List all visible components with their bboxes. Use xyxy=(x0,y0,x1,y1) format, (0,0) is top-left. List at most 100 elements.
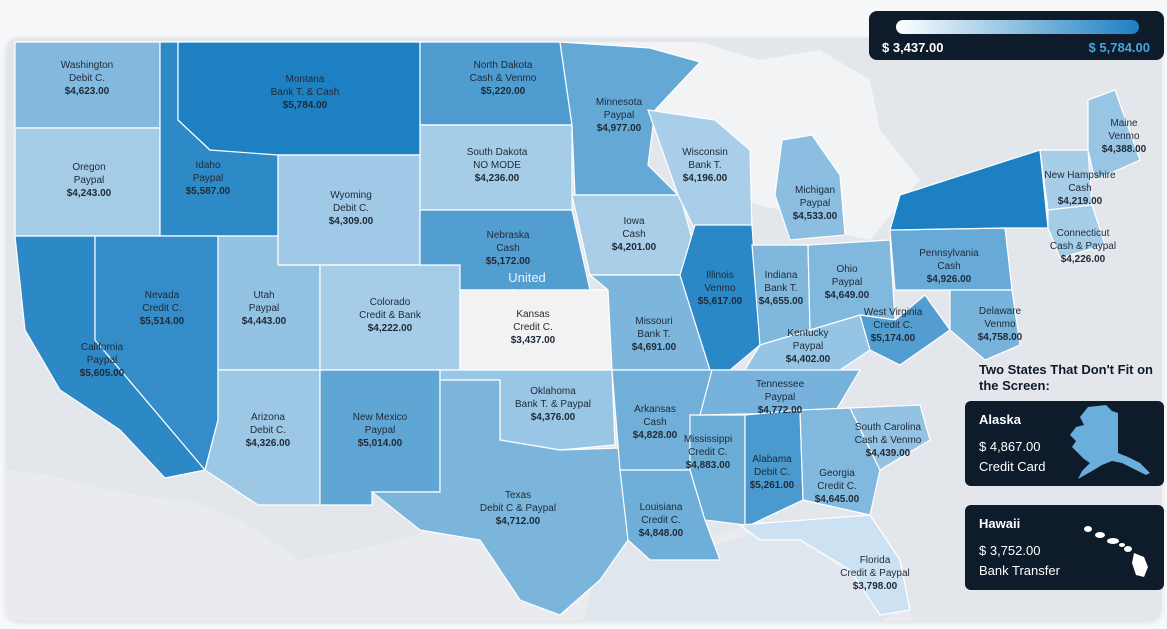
state-maine xyxy=(1087,89,1141,181)
state-label-washington: Washington Debit C. $4,623.00 xyxy=(61,60,113,97)
state-method-alabama: Debit C. xyxy=(754,467,790,478)
state-value-west-virginia: $5,174.00 xyxy=(871,333,916,344)
state-label-indiana: Indiana Bank T. $4,655.00 xyxy=(759,270,804,307)
state-value-louisiana: $4,848.00 xyxy=(639,528,684,539)
state-name-kansas: Kansas xyxy=(516,309,549,320)
state-label-wyoming: Wyoming Debit C. $4,309.00 xyxy=(329,190,374,227)
state-label-texas: Texas Debit C & Paypal $4,712.00 xyxy=(480,490,556,527)
state-label-new-mexico: New Mexico Paypal $5,014.00 xyxy=(353,412,408,449)
state-label-south-carolina: South Carolina Cash & Venmo $4,439.00 xyxy=(855,422,922,459)
state-value-colorado: $4,222.00 xyxy=(368,323,413,334)
state-label-georgia: Georgia Credit C. $4,645.00 xyxy=(815,468,860,505)
state-name-north-dakota: North Dakota xyxy=(474,60,533,71)
state-method-utah: Paypal xyxy=(249,303,280,314)
state-label-iowa: Iowa Cash $4,201.00 xyxy=(612,216,657,253)
us-choropleth-map: Washington Debit C. $4,623.00 Oregon Paypal $… xyxy=(6,38,1161,621)
hawaii-amount: $ 3,752.00 xyxy=(979,543,1041,558)
state-method-wisconsin: Bank T. xyxy=(688,160,721,171)
state-value-new-hampshire: $4,219.00 xyxy=(1058,196,1103,207)
state-method-louisiana: Credit C. xyxy=(641,515,680,526)
state-name-south-dakota: South Dakota xyxy=(467,147,528,158)
state-alabama xyxy=(744,409,804,526)
state-method-kansas: Credit C. xyxy=(513,322,552,333)
offscreen-heading: Two States That Don't Fit on the Screen: xyxy=(979,362,1154,393)
state-label-montana: Montana Bank T. & Cash $5,784.00 xyxy=(271,74,340,111)
state-method-oregon: Paypal xyxy=(74,175,105,186)
state-label-kansas: Kansas Credit C. $3,437.00 xyxy=(511,309,556,346)
state-value-illinois: $5,617.00 xyxy=(698,296,743,307)
legend-max-label: $ 5,784.00 xyxy=(1088,40,1150,55)
hawaii-method: Bank Transfer xyxy=(979,563,1060,578)
state-name-louisiana: Louisiana xyxy=(640,502,683,513)
state-method-mississippi: Credit C. xyxy=(688,447,727,458)
alaska-amount: $ 4,867.00 xyxy=(979,439,1041,454)
state-name-delaware: Delaware xyxy=(979,306,1022,317)
state-method-wyoming: Debit C. xyxy=(333,203,369,214)
state-label-louisiana: Louisiana Credit C. $4,848.00 xyxy=(639,502,684,539)
state-delaware xyxy=(949,289,1021,361)
alaska-shape-icon xyxy=(1070,405,1150,479)
alaska-card: Alaska $ 4,867.00 Credit Card xyxy=(965,401,1164,486)
state-label-florida: Florida Credit & Paypal $3,798.00 xyxy=(840,555,909,592)
alaska-title: Alaska xyxy=(979,412,1021,427)
state-name-michigan: Michigan xyxy=(795,185,835,196)
state-method-arkansas: Cash xyxy=(643,417,666,428)
state-name-pennsylvania: Pennsylvania xyxy=(919,248,979,259)
state-label-tennessee: Tennessee Paypal $4,772.00 xyxy=(756,379,805,416)
state-method-south-carolina: Cash & Venmo xyxy=(855,435,922,446)
state-south-carolina xyxy=(849,404,931,471)
state-label-idaho: Idaho Paypal $5,587.00 xyxy=(186,160,231,197)
watermark-line-2: States xyxy=(509,286,546,301)
state-label-arkansas: Arkansas Cash $4,828.00 xyxy=(633,404,678,441)
state-mississippi xyxy=(689,414,746,526)
state-label-wisconsin: Wisconsin Bank T. $4,196.00 xyxy=(682,147,728,184)
state-method-pennsylvania: Cash xyxy=(937,261,960,272)
state-new-york xyxy=(889,149,1049,231)
state-label-kentucky: Kentucky Paypal $4,402.00 xyxy=(786,328,831,365)
state-method-tennessee: Paypal xyxy=(765,392,796,403)
state-method-north-dakota: Cash & Venmo xyxy=(470,73,537,84)
state-name-illinois: Illinois xyxy=(706,270,734,281)
state-value-kentucky: $4,402.00 xyxy=(786,354,831,365)
state-value-georgia: $4,645.00 xyxy=(815,494,860,505)
legend-gradient-bar xyxy=(896,20,1139,34)
state-label-nebraska: Nebraska Cash $5,172.00 xyxy=(486,230,531,267)
state-method-georgia: Credit C. xyxy=(817,481,856,492)
watermark-line-1: United xyxy=(508,270,546,285)
state-name-washington: Washington xyxy=(61,60,113,71)
state-washington xyxy=(14,41,161,129)
state-value-delaware: $4,758.00 xyxy=(978,332,1023,343)
state-value-indiana: $4,655.00 xyxy=(759,296,804,307)
state-value-texas: $4,712.00 xyxy=(496,516,541,527)
state-method-iowa: Cash xyxy=(622,229,645,240)
state-method-nebraska: Cash xyxy=(496,243,519,254)
state-value-ohio: $4,649.00 xyxy=(825,290,870,301)
state-value-tennessee: $4,772.00 xyxy=(758,405,803,416)
state-method-colorado: Credit & Bank xyxy=(359,310,422,321)
state-value-nevada: $5,514.00 xyxy=(140,316,185,327)
state-value-connecticut: $4,226.00 xyxy=(1061,254,1106,265)
alaska-method: Credit Card xyxy=(979,459,1046,474)
state-label-utah: Utah Paypal $4,443.00 xyxy=(242,290,287,327)
state-label-oregon: Oregon Paypal $4,243.00 xyxy=(67,162,112,199)
state-label-minnesota: Minnesota Paypal $4,977.00 xyxy=(596,97,643,134)
state-value-maine: $4,388.00 xyxy=(1102,144,1147,155)
state-value-washington: $4,623.00 xyxy=(65,86,110,97)
state-method-oklahoma: Bank T. & Paypal xyxy=(515,399,591,410)
state-name-iowa: Iowa xyxy=(623,216,645,227)
state-name-florida: Florida xyxy=(860,555,891,566)
state-method-michigan: Paypal xyxy=(800,198,831,209)
state-name-oklahoma: Oklahoma xyxy=(530,386,576,397)
state-value-south-dakota: $4,236.00 xyxy=(475,173,520,184)
state-label-north-dakota: North Dakota Cash & Venmo $5,220.00 xyxy=(470,60,537,97)
state-method-minnesota: Paypal xyxy=(604,110,635,121)
state-name-new-mexico: New Mexico xyxy=(353,412,408,423)
hawaii-shape-icon xyxy=(1084,526,1148,577)
state-label-california: California Paypal $5,605.00 xyxy=(80,342,125,379)
state-name-georgia: Georgia xyxy=(819,468,855,479)
state-method-montana: Bank T. & Cash xyxy=(271,87,340,98)
state-name-new-hampshire: New Hampshire xyxy=(1044,170,1116,181)
state-value-mississippi: $4,883.00 xyxy=(686,460,731,471)
state-name-utah: Utah xyxy=(253,290,274,301)
hawaii-title: Hawaii xyxy=(979,516,1021,531)
